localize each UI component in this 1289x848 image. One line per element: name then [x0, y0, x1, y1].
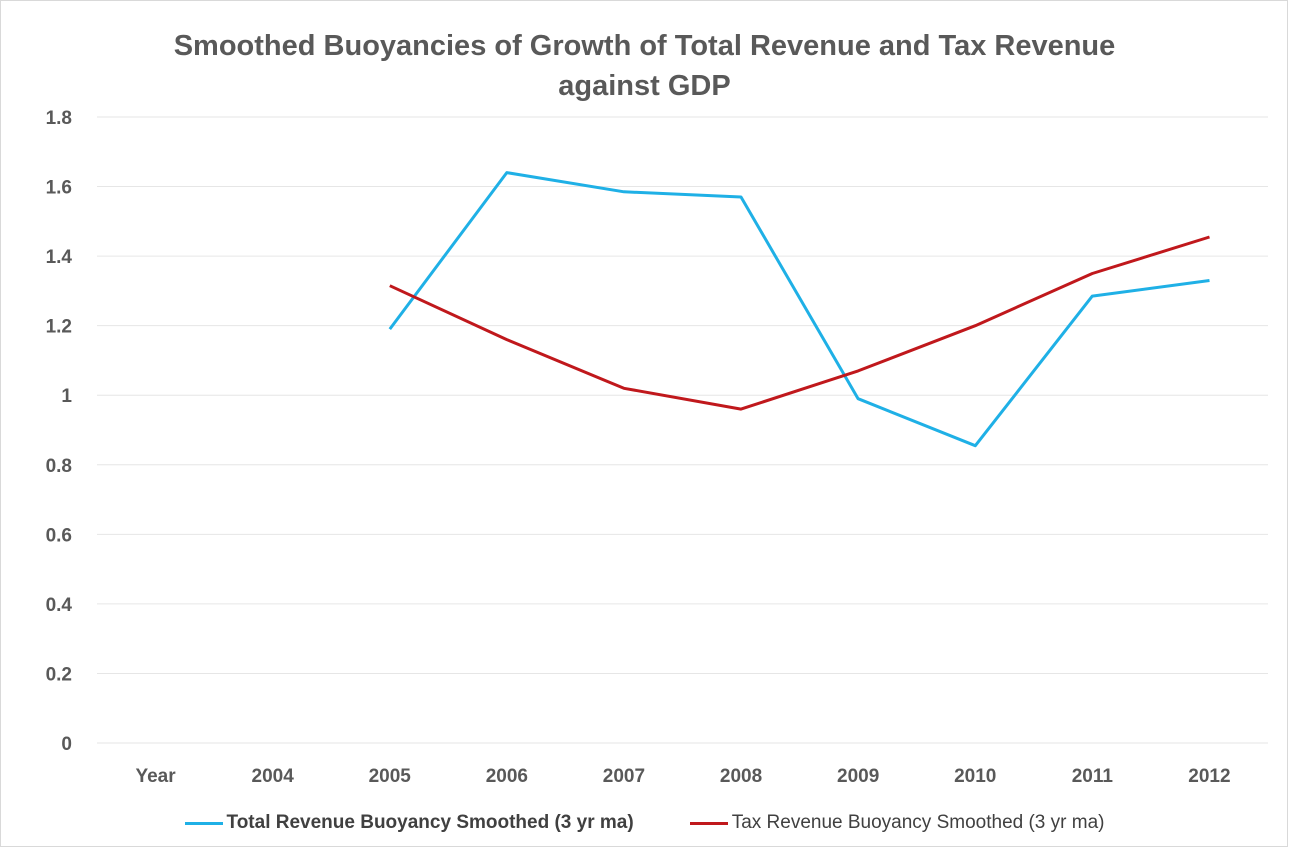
gridlines [97, 116, 1268, 744]
x-tick-label: 2011 [1072, 766, 1114, 787]
y-tick-label: 1.6 [46, 178, 72, 199]
legend-item-tax-revenue: Tax Revenue Buoyancy Smoothed (3 yr ma) [689, 812, 1105, 834]
y-tick-label: 0.4 [46, 595, 73, 616]
x-tick-label: 2004 [252, 766, 295, 787]
legend-swatch-tax-revenue [689, 821, 728, 825]
x-tick-label: 2006 [486, 766, 528, 787]
x-tick-label: 2007 [603, 766, 645, 787]
y-axis-ticks: 0 0.2 0.4 0.6 0.8 1 1.2 1.4 1.6 1.8 [46, 108, 73, 755]
y-tick-label: 1.2 [46, 317, 72, 338]
series-line-1 [389, 235, 1210, 411]
legend-label-total-revenue: Total Revenue Buoyancy Smoothed (3 yr ma… [226, 812, 634, 833]
y-tick-label: 0.2 [46, 664, 72, 685]
y-tick-label: 1.4 [46, 247, 73, 268]
y-tick-label: 0 [61, 734, 72, 755]
y-tick-label: 1 [61, 386, 72, 407]
legend-label-tax-revenue: Tax Revenue Buoyancy Smoothed (3 yr ma) [731, 812, 1105, 833]
x-tick-label: Year [135, 766, 176, 787]
chart-title: Smoothed Buoyancies of Growth of Total R… [173, 30, 1116, 102]
x-tick-label: 2008 [720, 766, 762, 787]
y-tick-label: 0.8 [46, 456, 72, 477]
x-tick-label: 2009 [837, 766, 879, 787]
x-axis-ticks: Year 2004 2005 2006 2007 2008 2009 2010 2011 2012 [135, 766, 1230, 787]
x-tick-label: 2012 [1188, 766, 1230, 787]
legend: Total Revenue Buoyancy Smoothed (3 yr ma… [0, 808, 1289, 838]
x-tick-label: 2005 [369, 766, 412, 787]
x-tick-label: 2010 [954, 766, 996, 787]
legend-swatch-total-revenue [184, 821, 223, 825]
y-tick-label: 0.6 [46, 525, 72, 546]
y-tick-label: 1.8 [46, 108, 72, 129]
series-line-0 [388, 171, 1210, 448]
legend-item-total-revenue: Total Revenue Buoyancy Smoothed (3 yr ma… [184, 812, 634, 834]
series-lines [388, 171, 1210, 448]
